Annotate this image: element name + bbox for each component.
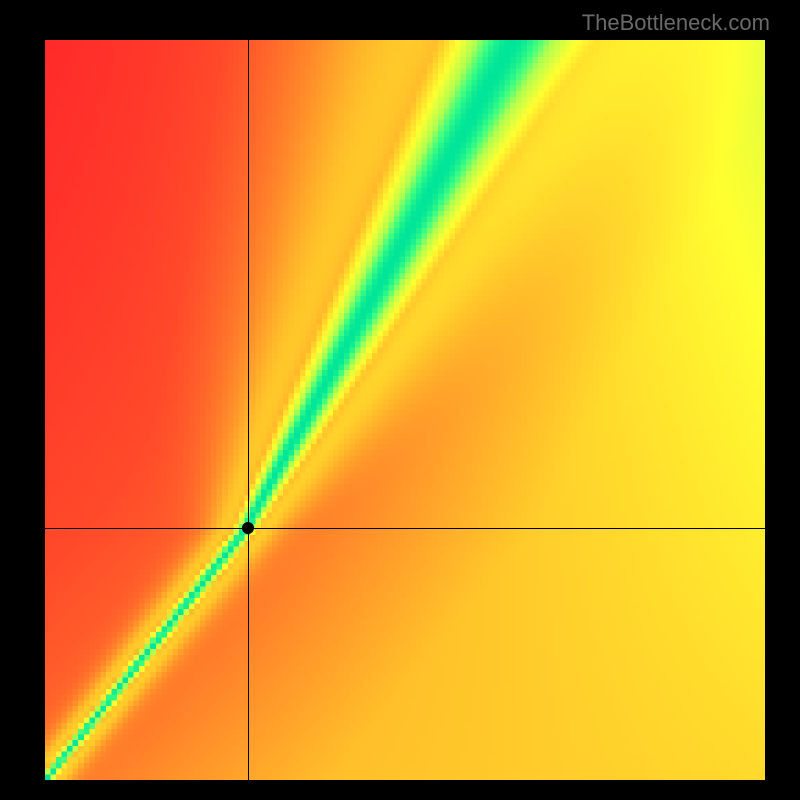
data-point-marker: [242, 522, 254, 534]
crosshair-horizontal: [45, 528, 765, 529]
watermark-text: TheBottleneck.com: [582, 10, 770, 36]
crosshair-vertical: [248, 40, 249, 780]
heatmap-plot: [45, 40, 765, 780]
heatmap-canvas: [45, 40, 765, 780]
